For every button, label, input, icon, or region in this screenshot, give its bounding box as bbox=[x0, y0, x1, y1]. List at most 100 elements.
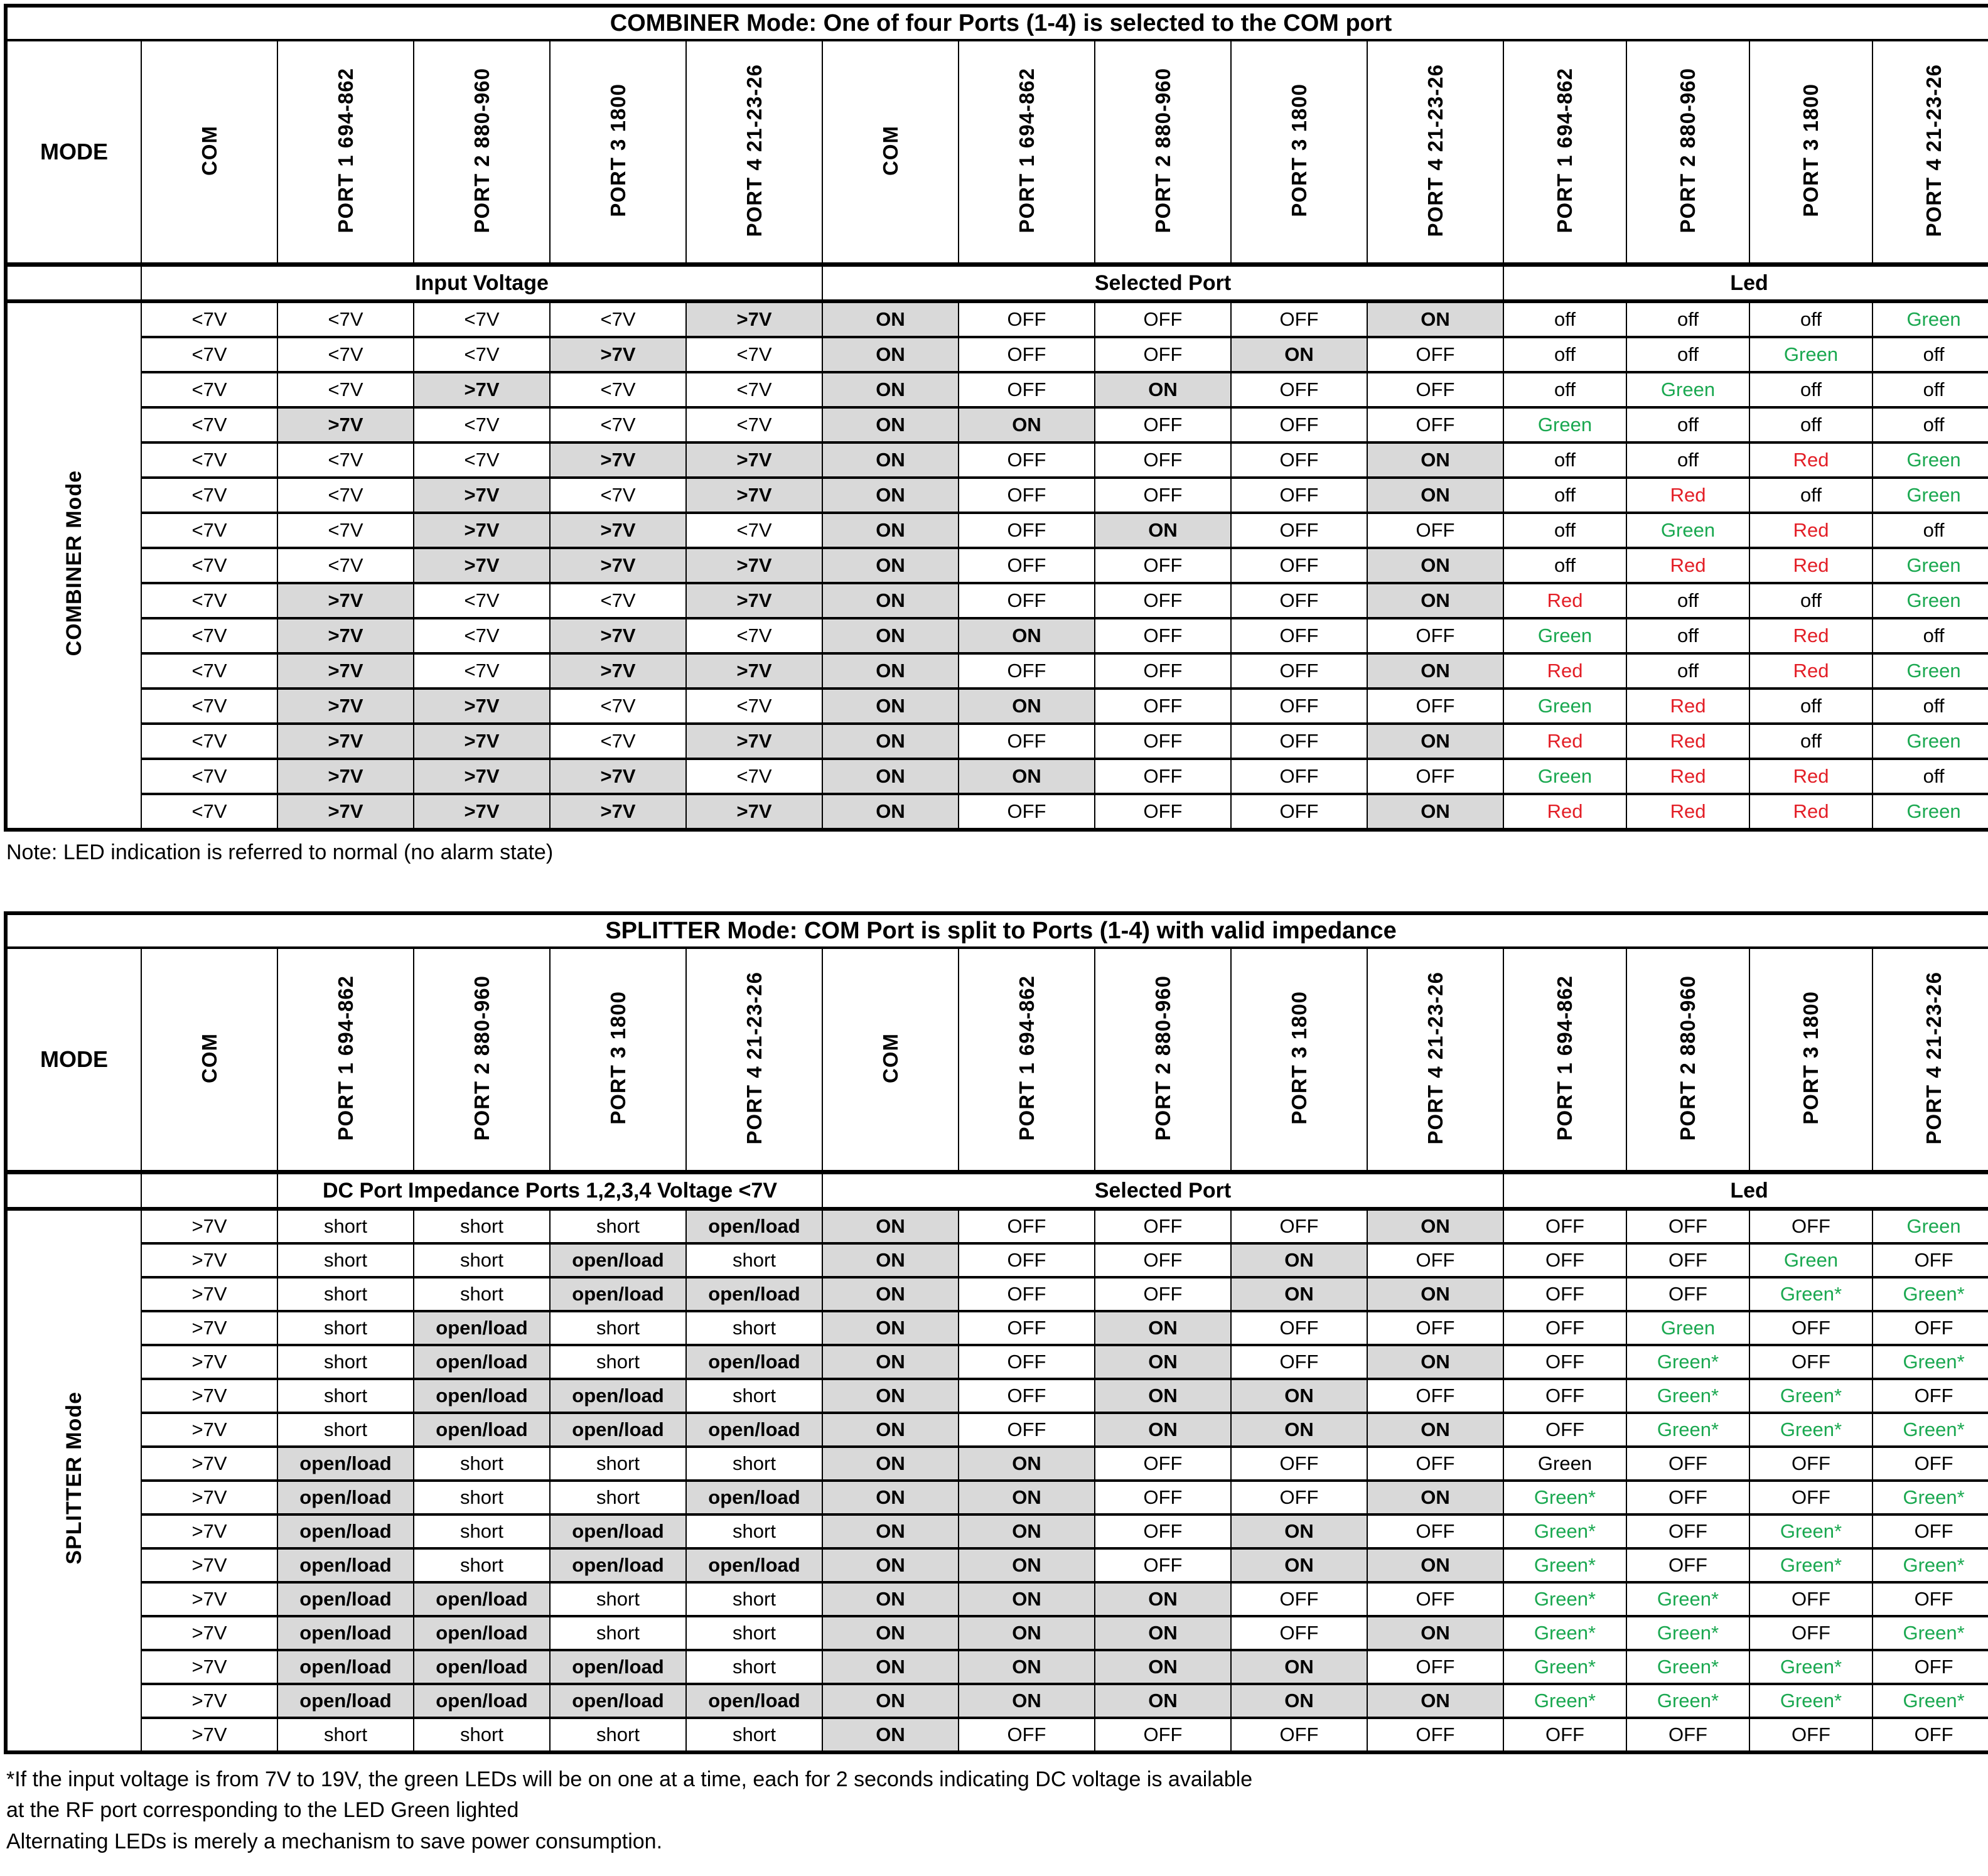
impedance-cell: short bbox=[685, 1717, 823, 1754]
selected-port-cell: OFF bbox=[1094, 793, 1232, 831]
led-cell: OFF bbox=[1749, 1310, 1873, 1346]
table-row: <7V >7V <7V >7V <7V ON ON OFF OFF OFF Green off Red o… bbox=[6, 617, 1988, 655]
impedance-cell: >7V bbox=[141, 1310, 278, 1346]
vertical-header-text: COM bbox=[197, 1032, 221, 1083]
impedance-cell: >7V bbox=[141, 1581, 278, 1617]
selected-port-cell: ON bbox=[822, 1547, 959, 1584]
input-voltage-cell: <7V bbox=[277, 371, 414, 409]
selected-port-cell: ON bbox=[958, 617, 1095, 655]
input-voltage-cell: >7V bbox=[413, 512, 551, 549]
impedance-cell: open/load bbox=[549, 1242, 687, 1278]
table-row: <7V >7V <7V <7V >7V ON OFF OFF OFF ON Red off off Gre… bbox=[6, 582, 1988, 619]
selected-port-cell: ON bbox=[822, 547, 959, 584]
input-voltage-cell: >7V bbox=[413, 722, 551, 760]
selected-port-cell: OFF bbox=[958, 1717, 1095, 1754]
selected-port-cell: OFF bbox=[1367, 1513, 1504, 1550]
selected-port-cell: OFF bbox=[1367, 617, 1504, 655]
selected-port-cell: ON bbox=[1367, 1344, 1504, 1380]
impedance-cell: short bbox=[685, 1242, 823, 1278]
selected-port-cell: ON bbox=[1367, 1615, 1504, 1651]
input-voltage-cell: >7V bbox=[277, 582, 414, 619]
splitter-footnotes: *If the input voltage is from 7V to 19V,… bbox=[6, 1764, 1984, 1857]
input-voltage-cell: <7V bbox=[277, 476, 414, 514]
impedance-cell: short bbox=[277, 1717, 414, 1754]
combiner-table-container: COMBINER Mode: One of four Ports (1-4) i… bbox=[4, 4, 1988, 832]
led-cell: off bbox=[1871, 617, 1988, 655]
impedance-cell: short bbox=[685, 1615, 823, 1651]
input-voltage-cell: >7V bbox=[549, 336, 687, 373]
impedance-cell: >7V bbox=[141, 1717, 278, 1754]
impedance-cell: open/load bbox=[413, 1378, 551, 1414]
input-voltage-cell: >7V bbox=[549, 441, 687, 479]
selected-port-cell: OFF bbox=[958, 652, 1095, 690]
impedance-cell: short bbox=[685, 1445, 823, 1482]
selected-port-cell: ON bbox=[1230, 1412, 1368, 1448]
input-voltage-cell: >7V bbox=[277, 793, 414, 831]
led-cell: Green bbox=[1871, 476, 1988, 514]
impedance-cell: short bbox=[277, 1242, 414, 1278]
impedance-cell: open/load bbox=[685, 1344, 823, 1380]
impedance-cell: short bbox=[549, 1208, 687, 1245]
selected-port-cell: OFF bbox=[1230, 687, 1368, 725]
selected-port-cell: OFF bbox=[1094, 582, 1232, 619]
led-cell: OFF bbox=[1871, 1378, 1988, 1414]
led-cell: off bbox=[1503, 371, 1627, 409]
selected-port-cell: OFF bbox=[958, 336, 1095, 373]
selected-port-cell: OFF bbox=[958, 1378, 1095, 1414]
led-cell: OFF bbox=[1626, 1445, 1750, 1482]
led-cell: Green bbox=[1871, 582, 1988, 619]
selected-port-cell: ON bbox=[1230, 1378, 1368, 1414]
led-cell: Red bbox=[1626, 547, 1750, 584]
input-voltage-cell: <7V bbox=[413, 336, 551, 373]
led-cell: Green* bbox=[1871, 1412, 1988, 1448]
vertical-header-text: PORT 4 21-23-26 bbox=[1423, 63, 1447, 237]
selected-port-cell: OFF bbox=[1094, 1445, 1232, 1482]
input-voltage-cell: <7V bbox=[141, 652, 278, 690]
selected-port-cell: OFF bbox=[1230, 476, 1368, 514]
vertical-header-text: PORT 2 880-960 bbox=[1151, 975, 1174, 1141]
selected-port-cell: ON bbox=[1367, 652, 1504, 690]
table-row: <7V >7V >7V <7V <7V ON ON OFF OFF OFF Green Red off o… bbox=[6, 687, 1988, 725]
led-cell: OFF bbox=[1503, 1310, 1627, 1346]
vertical-header-text: PORT 1 694-862 bbox=[333, 975, 357, 1141]
input-voltage-cell: <7V bbox=[277, 547, 414, 584]
led-cell: Red bbox=[1626, 476, 1750, 514]
table-row: >7V short open/load short short ON OFF ON OFF OFF… bbox=[6, 1310, 1988, 1346]
impedance-cell: short bbox=[685, 1378, 823, 1414]
selected-port-cell: ON bbox=[958, 1683, 1095, 1719]
led-cell: OFF bbox=[1626, 1276, 1750, 1312]
led-cell: Green bbox=[1871, 547, 1988, 584]
selected-port-cell: ON bbox=[822, 617, 959, 655]
input-voltage-cell: <7V bbox=[685, 371, 823, 409]
input-voltage-cell: >7V bbox=[549, 758, 687, 795]
input-voltage-cell: <7V bbox=[549, 406, 687, 444]
impedance-cell: open/load bbox=[277, 1547, 414, 1584]
led-cell: Green bbox=[1503, 687, 1627, 725]
selected-port-cell: ON bbox=[1367, 300, 1504, 338]
led-cell: off bbox=[1503, 512, 1627, 549]
selected-port-cell: OFF bbox=[958, 512, 1095, 549]
selected-port-cell: ON bbox=[1367, 1412, 1504, 1448]
input-voltage-cell: >7V bbox=[685, 441, 823, 479]
selected-port-cell: OFF bbox=[1230, 371, 1368, 409]
input-voltage-cell: >7V bbox=[413, 687, 551, 725]
input-voltage-cell: >7V bbox=[277, 687, 414, 725]
column-header: PORT 1 694-862 bbox=[958, 947, 1095, 1174]
table-row: <7V >7V >7V >7V <7V ON ON OFF OFF OFF Green Red Red o… bbox=[6, 758, 1988, 795]
led-cell: Red bbox=[1749, 652, 1873, 690]
led-cell: OFF bbox=[1871, 1513, 1988, 1550]
led-cell: OFF bbox=[1626, 1479, 1750, 1516]
impedance-cell: short bbox=[413, 1242, 551, 1278]
selected-port-cell: OFF bbox=[1230, 758, 1368, 795]
led-cell: OFF bbox=[1871, 1581, 1988, 1617]
led-cell: Green* bbox=[1626, 1412, 1750, 1448]
led-cell: Green bbox=[1503, 1445, 1627, 1482]
selected-port-cell: ON bbox=[1230, 1276, 1368, 1312]
led-cell: off bbox=[1749, 406, 1873, 444]
led-cell: Green bbox=[1871, 300, 1988, 338]
table-row: >7V short short short short ON OFF OFF OFF OFF OFF… bbox=[6, 1717, 1988, 1754]
led-cell: Green* bbox=[1871, 1615, 1988, 1651]
column-header: PORT 2 880-960 bbox=[1094, 40, 1232, 267]
impedance-cell: open/load bbox=[277, 1513, 414, 1550]
led-cell: OFF bbox=[1871, 1242, 1988, 1278]
